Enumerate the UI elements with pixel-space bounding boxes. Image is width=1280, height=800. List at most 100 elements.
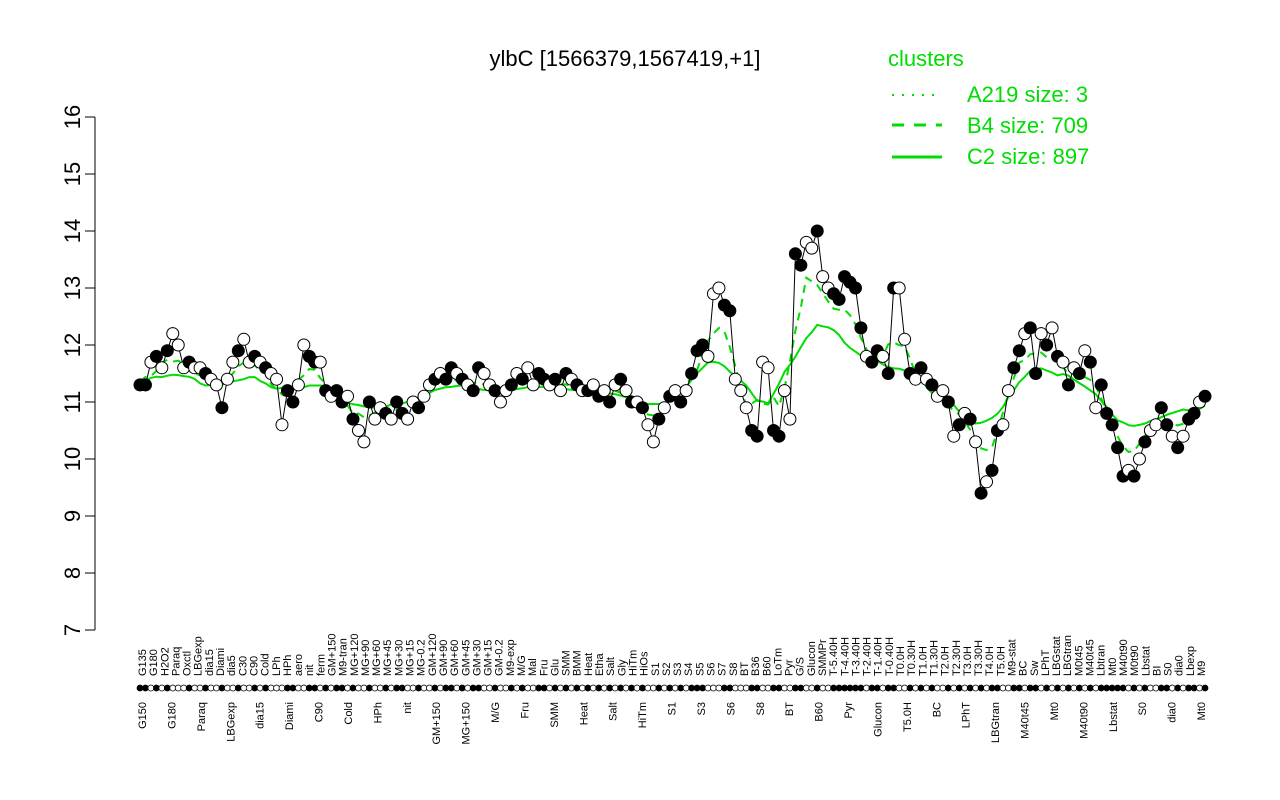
data-point [1034, 327, 1048, 341]
x-tick-label-top: aero [293, 654, 305, 676]
data-point [1094, 378, 1108, 392]
data-point [734, 384, 748, 398]
data-point [477, 367, 491, 380]
data-point [1089, 401, 1103, 415]
chart-title: ylbC [1566379,1567419,+1] [490, 46, 761, 71]
data-point [1132, 452, 1146, 466]
x-tick-label-top: Glu [550, 659, 562, 676]
legend-title: clusters [888, 46, 964, 71]
x-tick-label-bottom: Diami [284, 702, 296, 730]
x-tick-label-bottom: M/G [490, 702, 502, 723]
x-tick-label-top: M40t45 [1085, 639, 1097, 676]
x-tick-label-bottom: HPh [372, 702, 384, 723]
x-tick-label-top: MG-0.2 [416, 639, 428, 676]
data-point [1149, 418, 1163, 432]
x-tick-label-top: M9 [1196, 661, 1208, 676]
x-tick-label-top: Cold [260, 653, 272, 676]
x-tick-label-top: S8 [728, 663, 740, 676]
x-tick-label-bottom: Cold [343, 702, 355, 725]
data-point [1078, 344, 1092, 358]
data-point [810, 224, 824, 238]
x-tick-label-top: MG+30 [393, 640, 405, 676]
x-tick-label-bottom: C90 [314, 702, 326, 722]
data-point [586, 378, 600, 392]
data-point [996, 418, 1010, 432]
y-tick-label: 14 [60, 219, 85, 243]
data-point [597, 384, 611, 398]
x-tick-label-top: BT [739, 662, 751, 676]
x-tick-label-top: Oxctl [182, 651, 194, 676]
data-point [772, 429, 786, 443]
x-tick-label-top: S3 [672, 663, 684, 676]
y-tick-label: 11 [60, 391, 85, 414]
x-tick-label-bottom: LBGexp [225, 702, 237, 742]
data-point [1083, 355, 1097, 369]
data-point [652, 412, 666, 426]
data-point [521, 361, 535, 375]
data-point [351, 424, 365, 437]
x-tick-label-bottom: Fru [519, 702, 531, 719]
data-point [941, 395, 955, 409]
data-point [1056, 355, 1070, 369]
x-tick-label-top: GM+15 [483, 640, 495, 676]
x-tick-label-top: Lbtran [1096, 645, 1108, 676]
x-tick-label-bottom: Heat [578, 702, 590, 725]
x-tick-label-bottom: dia0 [1167, 702, 1179, 723]
x-tick-label-top: Paraq [170, 647, 182, 676]
x-tick-label-bottom: Glucon [872, 702, 884, 737]
data-point [357, 435, 371, 449]
data-point [1187, 406, 1201, 420]
x-tick-label-bottom: LBGtran [990, 702, 1002, 743]
y-tick-label: 15 [60, 162, 85, 186]
x-tick-label-top: Glucon [806, 641, 818, 676]
x-tick-label-top: LoTm [772, 648, 784, 676]
x-tick-label-top: dia5 [226, 655, 238, 676]
x-tick-label-bottom: S1 [667, 702, 679, 715]
x-tick-label-top: Diami [215, 648, 227, 676]
x-tick-label-top: M9-stat [1007, 639, 1019, 676]
x-tick-label-top: M0t45 [1073, 645, 1085, 676]
x-tick-label-bottom: Salt [608, 702, 620, 721]
x-tick-label-bottom: S6 [725, 702, 737, 715]
x-tick-label-top: MG+15 [405, 640, 417, 676]
data-point [231, 344, 245, 358]
data-point [876, 349, 890, 363]
x-tick-label-top: SMMPr [817, 639, 829, 676]
data-point [488, 384, 502, 398]
data-point [936, 384, 950, 398]
x-tick-label-top: HPh [282, 655, 294, 676]
x-tick-label-top: Mal [527, 658, 539, 676]
x-tick-label-bottom: SMM [549, 702, 561, 728]
data-point [750, 429, 764, 443]
data-point [963, 412, 977, 426]
data-point [674, 395, 688, 409]
data-point [280, 384, 294, 398]
data-point [291, 378, 305, 392]
x-tick-label-top: GM+60 [449, 640, 461, 676]
data-point [788, 247, 802, 261]
x-tick-label-top: H2O2 [159, 647, 171, 676]
legend-entry-a219: A219 size: 3 [967, 82, 1088, 107]
x-tick-label-bottom: G180 [166, 702, 178, 729]
x-tick-label-top: Etha [594, 652, 606, 676]
data-point [619, 384, 633, 398]
x-tick-label-top: S5 [694, 663, 706, 676]
x-tick-label-top: MG+45 [382, 640, 394, 676]
data-point [362, 395, 376, 409]
x-tick-label-top: Pyr [784, 659, 796, 676]
data-point [313, 355, 327, 369]
x-tick-label-top: M40t90 [1118, 639, 1130, 676]
data-point [980, 475, 994, 489]
data-point [685, 367, 699, 380]
x-tick-label-top: dia0 [1174, 655, 1186, 676]
x-tick-label-top: Lbexp [1185, 646, 1197, 676]
data-point [1105, 418, 1119, 432]
data-point [783, 412, 797, 426]
data-point [439, 372, 453, 386]
series-line [140, 230, 1206, 496]
data-point [1160, 418, 1174, 432]
x-tick-label-bottom: G150 [137, 702, 149, 729]
data-point [668, 384, 682, 398]
y-tick-label: 13 [60, 276, 85, 300]
